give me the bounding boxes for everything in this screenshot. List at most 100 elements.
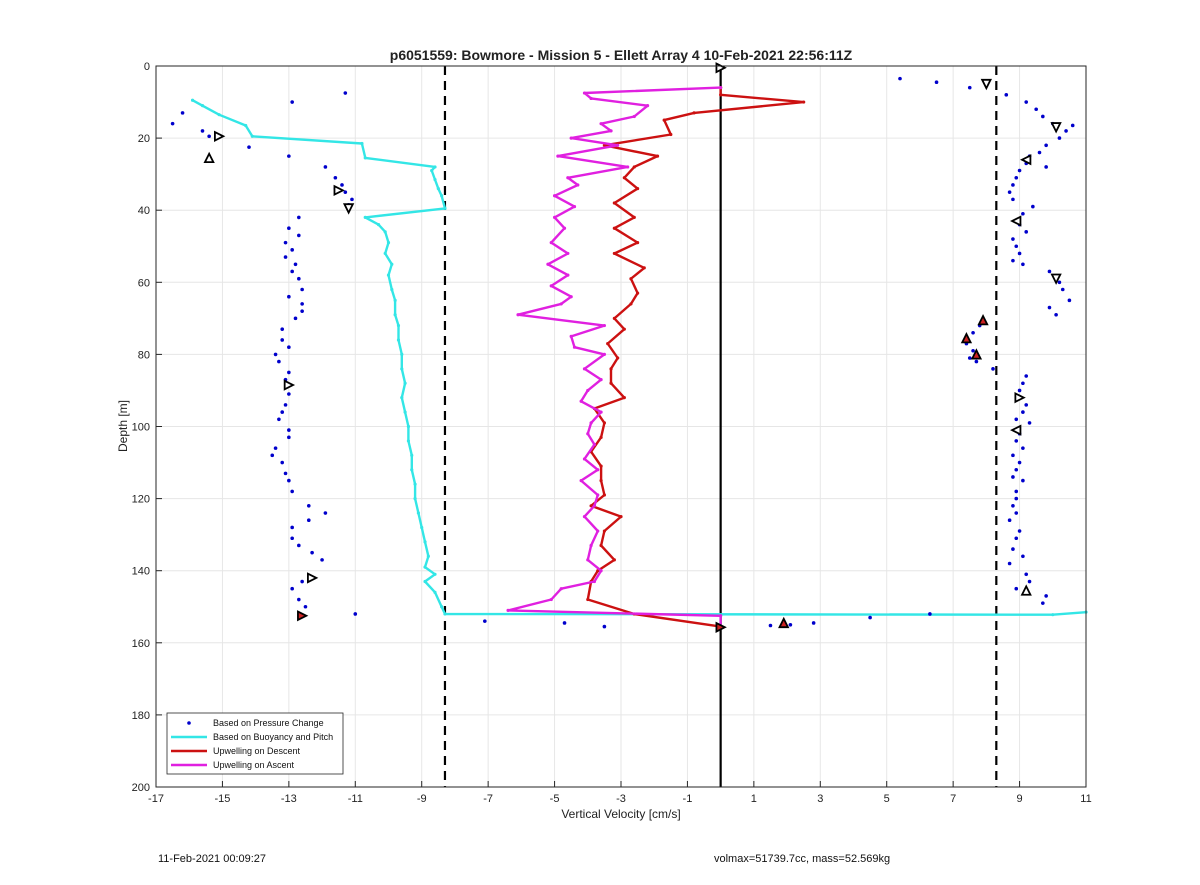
descent-upwelling-series-point bbox=[802, 100, 806, 104]
ascent-upwelling-series-point bbox=[599, 410, 603, 414]
buoyancy-pitch-series-point bbox=[413, 482, 417, 486]
descent-upwelling-series-point bbox=[662, 118, 666, 122]
pressure-point bbox=[287, 392, 291, 396]
ascent-upwelling-series-point bbox=[626, 165, 630, 169]
ascent-upwelling-series-point bbox=[556, 154, 560, 158]
ascent-upwelling-series-point bbox=[599, 122, 603, 126]
buoyancy-pitch-series-point bbox=[423, 565, 427, 569]
y-tick-label: 40 bbox=[138, 205, 150, 217]
pressure-point bbox=[300, 579, 304, 584]
buoyancy-pitch-series-point bbox=[426, 554, 430, 558]
y-tick-label: 180 bbox=[132, 710, 150, 722]
x-axis-label: Vertical Velocity [cm/s] bbox=[561, 807, 680, 821]
ascent-upwelling-series-point bbox=[599, 569, 603, 573]
ascent-upwelling-series-point bbox=[579, 399, 583, 403]
pressure-point bbox=[283, 471, 288, 476]
x-tick-label: -1 bbox=[683, 793, 693, 805]
reference-lines bbox=[443, 66, 998, 787]
pressure-point bbox=[788, 622, 793, 627]
ascent-upwelling-series-point bbox=[549, 241, 553, 245]
legend-label: Based on Pressure Change bbox=[213, 718, 324, 728]
triangle-marker bbox=[778, 616, 790, 629]
buoyancy-pitch-series-point bbox=[440, 605, 444, 609]
descent-upwelling-series-point bbox=[599, 435, 603, 439]
pressure-point bbox=[283, 240, 288, 245]
buoyancy-pitch-series-point bbox=[250, 134, 254, 138]
pressure-point bbox=[287, 370, 291, 375]
pressure-point bbox=[1011, 547, 1015, 551]
buoyancy-pitch-series-point bbox=[386, 273, 391, 277]
triangle-marker bbox=[1020, 584, 1032, 596]
descent-upwelling-series-point bbox=[612, 201, 616, 205]
descent-upwelling-series-point bbox=[599, 464, 603, 468]
pressure-point bbox=[967, 356, 972, 360]
triangle-marker bbox=[214, 130, 226, 142]
buoyancy-pitch-series-point bbox=[383, 230, 387, 234]
ascent-upwelling-series-point bbox=[586, 432, 590, 436]
pressure-point bbox=[1057, 280, 1062, 285]
buoyancy-pitch-series-point bbox=[433, 165, 437, 169]
pressure-point bbox=[1047, 305, 1052, 310]
pressure-point bbox=[928, 612, 932, 616]
descent-upwelling-series-point bbox=[632, 215, 636, 220]
pressure-point bbox=[297, 276, 301, 281]
legend-label: Upwelling on Descent bbox=[213, 746, 301, 756]
buoyancy-pitch-series-point bbox=[436, 186, 440, 191]
pressure-point bbox=[283, 403, 288, 407]
pressure-point bbox=[974, 359, 979, 364]
triangle-marker bbox=[970, 348, 983, 360]
descent-upwelling-series-point bbox=[612, 316, 616, 320]
y-tick-label: 120 bbox=[132, 494, 150, 506]
ascent-upwelling-series-point bbox=[582, 515, 587, 519]
pressure-point bbox=[1021, 410, 1025, 414]
pressure-point bbox=[287, 435, 291, 440]
pressure-point bbox=[300, 287, 304, 292]
pressure-point bbox=[1011, 504, 1015, 508]
descent-upwelling-series-point bbox=[629, 302, 633, 306]
pressure-point bbox=[320, 558, 324, 562]
ascent-upwelling-series-point bbox=[589, 543, 593, 548]
ascent-upwelling-series-point bbox=[589, 96, 593, 101]
triangle-marker bbox=[203, 151, 215, 164]
buoyancy-pitch-series-point bbox=[433, 590, 437, 594]
pressure-point bbox=[270, 453, 275, 458]
descent-upwelling-series-point bbox=[622, 176, 626, 180]
pressure-point bbox=[1024, 374, 1029, 378]
ascent-upwelling-series-point bbox=[586, 558, 590, 562]
y-tick-label: 160 bbox=[132, 638, 150, 650]
pressure-point bbox=[306, 504, 311, 508]
x-tick-label: 1 bbox=[751, 793, 757, 805]
ascent-upwelling-series-point bbox=[645, 104, 650, 108]
legend-item: Based on Buoyancy and Pitch bbox=[171, 732, 333, 742]
pressure-point bbox=[1017, 168, 1022, 173]
footer-timestamp: 11-Feb-2021 00:09:27 bbox=[158, 853, 267, 865]
ascent-upwelling-series-point bbox=[592, 504, 597, 508]
descent-upwelling-series-point bbox=[612, 226, 616, 230]
ascent-upwelling-series-point bbox=[602, 352, 606, 356]
pressure-point bbox=[562, 621, 567, 625]
pressure-point bbox=[290, 489, 294, 494]
ascent-upwelling-series-point bbox=[582, 91, 587, 95]
descent-upwelling-series-point bbox=[636, 186, 640, 191]
pressure-point bbox=[297, 597, 301, 602]
pressure-point bbox=[1037, 150, 1042, 155]
pressure-point bbox=[280, 460, 285, 465]
descent-upwelling-series-point bbox=[616, 356, 620, 360]
pressure-point bbox=[1011, 258, 1015, 263]
x-tick-label: 3 bbox=[817, 793, 823, 805]
descent-upwelling-series-point bbox=[636, 291, 640, 295]
pressure-point bbox=[1067, 298, 1072, 303]
ascent-upwelling-series-point bbox=[596, 468, 600, 472]
pressure-point bbox=[1014, 511, 1019, 515]
pressure-point bbox=[290, 536, 294, 541]
x-tick-label: 9 bbox=[1017, 793, 1023, 805]
pressure-point bbox=[1047, 269, 1052, 274]
descent-upwelling-series-point bbox=[622, 327, 626, 331]
descent-upwelling-series-point bbox=[586, 597, 590, 602]
series-layer bbox=[170, 76, 1088, 630]
pressure-point bbox=[1014, 536, 1019, 541]
y-tick-label: 140 bbox=[132, 566, 150, 578]
pressure-point bbox=[1007, 561, 1012, 566]
pressure-point bbox=[1011, 183, 1015, 187]
pressure-point bbox=[1011, 197, 1015, 202]
